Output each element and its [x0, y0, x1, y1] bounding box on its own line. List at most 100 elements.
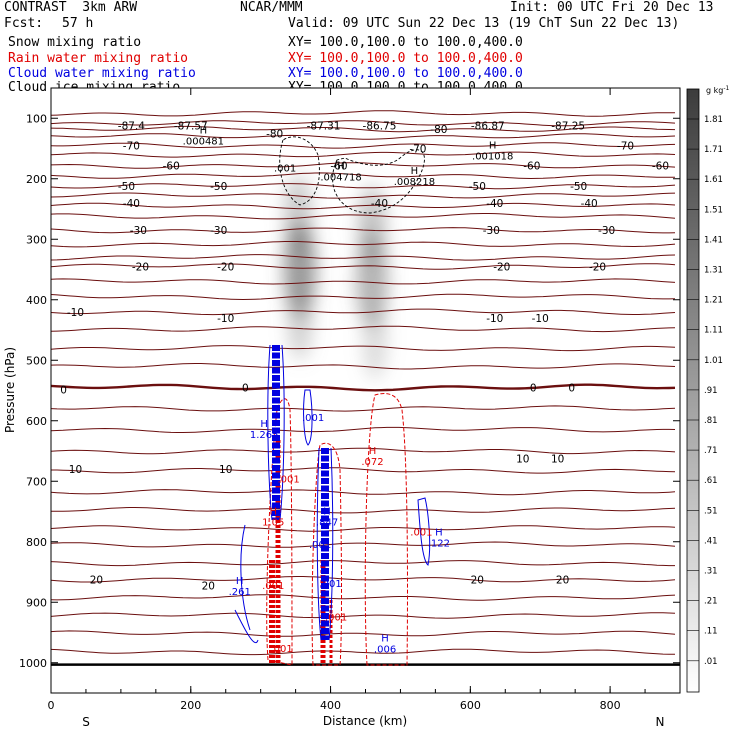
colorbar-scale — [686, 88, 700, 693]
x-axis-label: Distance (km) — [323, 714, 407, 728]
isotherm-label: 0 — [568, 382, 575, 394]
extremum-label: H .008218 — [394, 166, 435, 188]
fcst-value: 57 h — [62, 16, 94, 31]
y-tick-label: 300 — [26, 233, 47, 246]
isotherm-label: 20 — [90, 574, 103, 586]
isotherm-line — [50, 525, 676, 532]
isotherm-line — [50, 125, 676, 133]
extremum-label: H 1.05 — [262, 507, 284, 529]
extremum-label: H .122 — [428, 528, 450, 550]
isotherm-line — [50, 308, 676, 316]
x-tick-label: 800 — [600, 699, 621, 712]
isotherm-line — [50, 612, 676, 619]
isotherm-label: -60 — [652, 160, 669, 172]
isotherm-label: -86.87 — [471, 121, 505, 133]
isotherm-line — [50, 363, 676, 370]
colorbar-label: .61 — [704, 476, 718, 486]
isotherm-label: -87.31 — [307, 121, 341, 133]
isotherm-label: 0 — [60, 384, 67, 396]
colorbar-label: 1.41 — [704, 235, 723, 245]
legend-cloud-water: Cloud water mixing ratio — [8, 66, 196, 81]
isotherm-line — [50, 405, 676, 412]
x-tick-label: 600 — [460, 699, 481, 712]
isotherm-label: -70 — [409, 144, 426, 156]
isotherm-label: -87.25 — [551, 121, 585, 133]
isotherm-label: 10 — [516, 453, 529, 465]
isotherm-label: -30 — [483, 225, 500, 237]
colorbar-label: .41 — [704, 536, 718, 546]
isotherm-label: -60 — [330, 160, 347, 172]
extremum-label: .001 — [410, 528, 432, 539]
isotherm-label: -40 — [581, 198, 598, 210]
cloud-water-contour — [303, 389, 313, 446]
isotherm-line — [50, 227, 676, 234]
isotherm-label: -80 — [430, 124, 447, 136]
isotherm-label: -10 — [217, 313, 234, 325]
isotherm-label: -10 — [486, 313, 503, 325]
cloud-water-contour — [417, 497, 431, 566]
extremum-label: .001 — [277, 474, 299, 485]
isotherm-label: -87.57 — [174, 121, 208, 133]
isotherm-line — [50, 594, 676, 601]
extremum-label: .001 — [302, 413, 324, 424]
isotherm-label: 10 — [69, 464, 82, 476]
isotherm-label: -87.4 — [118, 121, 145, 133]
cloud-water-contour — [267, 344, 285, 521]
colorbar-label: .51 — [704, 506, 718, 516]
isotherm-label: -20 — [589, 261, 606, 273]
x-tick-label: 200 — [180, 699, 201, 712]
colorbar-label: .91 — [704, 386, 718, 396]
colorbar-label: .81 — [704, 416, 718, 426]
rain-contour — [311, 442, 342, 666]
colorbar-label: .31 — [704, 567, 718, 577]
isotherm-label: -70 — [617, 140, 634, 152]
isotherm-line — [50, 263, 676, 270]
y-axis-label: Pressure (hPa) — [3, 347, 17, 433]
isotherm-label: -80 — [266, 128, 283, 140]
isotherm-label: 20 — [471, 574, 484, 586]
isotherm-line — [50, 120, 676, 127]
x-tick-label: 400 — [320, 699, 341, 712]
cloud-ice-contour — [279, 136, 320, 206]
isotherm-line — [50, 110, 676, 117]
model-title: CONTRAST 3km ARW — [4, 0, 138, 15]
isotherm-line — [50, 489, 676, 496]
isotherm-line — [50, 560, 675, 567]
y-tick-label: 600 — [26, 415, 47, 428]
fcst-label: Fcst: — [4, 16, 44, 31]
isotherm-line — [50, 648, 676, 656]
legend-cloud-water-xy: XY= 100.0,100.0 to 100.0,400.0 — [288, 66, 523, 81]
isotherm-line — [50, 541, 676, 548]
rain-contour — [364, 393, 408, 666]
colorbar-label: .71 — [704, 446, 718, 456]
isotherm-label: -30 — [598, 225, 615, 237]
isotherm-label: -10 — [532, 313, 549, 325]
hydrometeor-contours — [234, 136, 431, 666]
isotherm-label: -20 — [132, 261, 149, 273]
isotherm-line — [50, 151, 676, 158]
isotherm-line — [50, 293, 676, 301]
cloud-water-contour — [234, 524, 259, 643]
colorbar-label: 1.51 — [704, 205, 723, 215]
extremum-label: .001 — [262, 581, 284, 592]
colorbar: 1.81 1.71 1.61 1.51 1.41 1.31 1.21 1.11 1.01 .91.… — [686, 88, 723, 693]
y-tick-label: 400 — [26, 294, 47, 307]
cloud-water-contour — [316, 447, 334, 641]
colorbar-label: .01 — [704, 657, 718, 667]
colorbar-label: 1.61 — [704, 175, 723, 185]
isotherm-line — [50, 192, 676, 199]
isotherm-label: -10 — [67, 307, 84, 319]
extremum-label: H .006 — [374, 634, 396, 656]
colorbar-label: 1.01 — [704, 356, 723, 366]
extremum-label: .001 — [271, 644, 293, 655]
isotherm-line — [50, 162, 676, 169]
colorbar-label: 1.31 — [704, 266, 723, 276]
isotherm-line — [50, 630, 676, 637]
isotherm-label: 20 — [202, 580, 215, 592]
colorbar-label: 1.11 — [704, 326, 723, 336]
isotherm-line — [50, 172, 676, 180]
isotherm-line — [50, 133, 676, 140]
isotherm-line — [51, 467, 676, 474]
y-tick-label: 800 — [26, 536, 47, 549]
isotherm-label: -20 — [217, 261, 234, 273]
